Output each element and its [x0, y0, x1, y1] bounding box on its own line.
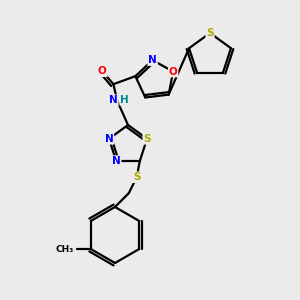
Text: S: S — [133, 172, 140, 182]
Text: S: S — [143, 134, 151, 144]
Text: S: S — [206, 28, 214, 38]
Text: N: N — [105, 134, 113, 144]
Text: CH₃: CH₃ — [56, 244, 74, 253]
Text: N: N — [112, 156, 121, 166]
Text: H: H — [120, 95, 129, 105]
Text: O: O — [98, 66, 107, 76]
Text: O: O — [169, 67, 178, 76]
Text: N: N — [148, 55, 157, 65]
Text: N: N — [109, 95, 118, 105]
